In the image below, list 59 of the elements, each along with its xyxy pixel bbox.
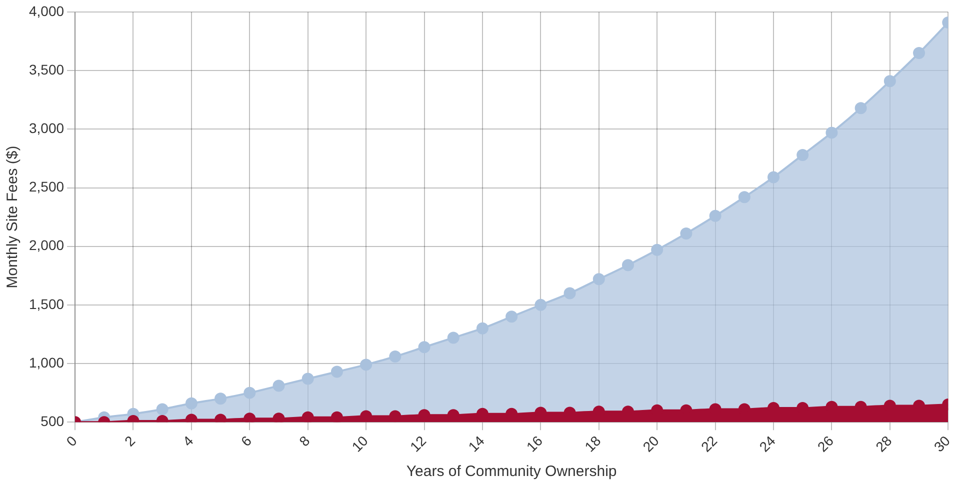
point <box>506 310 518 323</box>
x-tick-label: 8 <box>296 432 313 450</box>
x-tick-label: 18 <box>581 432 604 455</box>
y-tick-label: 4,000 <box>28 2 64 19</box>
y-axis-title: Monthly Site Fees ($) <box>4 146 22 288</box>
point <box>884 75 896 88</box>
x-tick-label: 26 <box>814 432 837 455</box>
point <box>534 298 547 311</box>
point <box>418 341 430 354</box>
x-tick-label: 4 <box>179 432 196 450</box>
point <box>913 47 926 60</box>
point <box>854 102 867 114</box>
point <box>244 412 256 422</box>
x-tick-label: 20 <box>640 432 662 455</box>
point <box>272 412 285 422</box>
point <box>826 126 838 139</box>
x-tick-label: 10 <box>348 432 372 455</box>
point <box>214 392 227 405</box>
point <box>651 244 664 256</box>
x-tick-label: 30 <box>930 432 954 455</box>
point <box>768 171 780 184</box>
y-tick-label: 1,000 <box>28 354 64 370</box>
x-tick-label: 12 <box>406 432 430 455</box>
point <box>272 380 285 392</box>
point <box>244 386 256 399</box>
x-tick-label: 14 <box>464 432 488 455</box>
x-tick-label: 0 <box>63 432 80 450</box>
y-tick-label: 2,500 <box>28 178 64 195</box>
point <box>330 411 343 422</box>
point <box>360 358 372 371</box>
point <box>360 410 372 422</box>
x-tick-label: 16 <box>523 432 546 455</box>
point <box>709 210 722 222</box>
point <box>680 227 692 240</box>
point <box>796 148 809 161</box>
point <box>592 273 605 286</box>
x-tick-label: 28 <box>872 432 895 455</box>
y-tick-label: 3,500 <box>28 61 64 78</box>
point <box>389 350 402 362</box>
x-tick-label: 6 <box>238 432 255 450</box>
point <box>564 287 576 300</box>
point <box>302 411 314 422</box>
point <box>185 397 198 410</box>
point <box>476 322 488 334</box>
point <box>738 191 750 204</box>
x-axis-title: Years of Community Ownership <box>406 463 617 480</box>
point <box>302 372 314 385</box>
x-tick-label: 2 <box>121 432 138 450</box>
point <box>156 403 168 416</box>
point <box>447 332 460 344</box>
y-tick-label: 3,000 <box>28 120 64 136</box>
point <box>622 259 634 272</box>
y-tick-label: 2,000 <box>28 237 64 254</box>
x-tick-label: 24 <box>756 432 778 455</box>
x-tick-label: 22 <box>698 432 720 455</box>
y-tick-label: 1,500 <box>28 296 64 312</box>
point <box>389 410 402 422</box>
y-tick-label: 500 <box>40 412 64 429</box>
point <box>330 366 343 378</box>
